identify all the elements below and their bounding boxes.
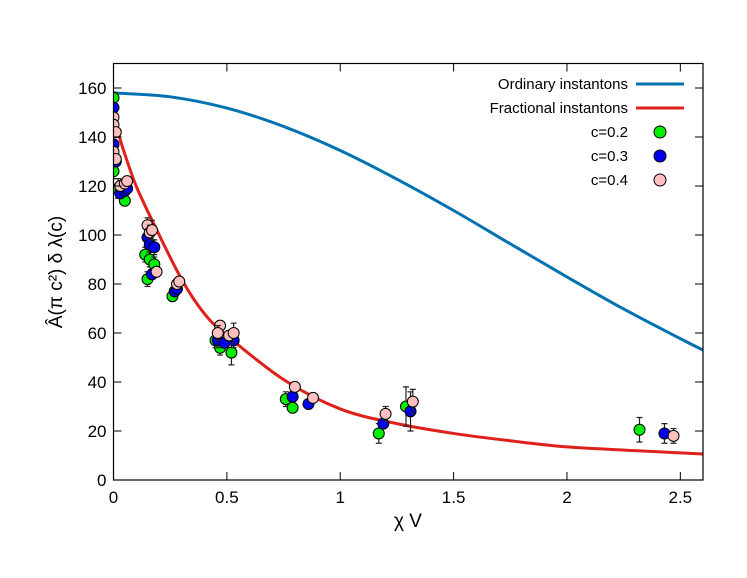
y-tick-label: 100 xyxy=(78,226,106,245)
data-point-c=0.3 xyxy=(148,241,161,254)
data-point-c=0.4 xyxy=(150,265,163,278)
y-tick-label: 160 xyxy=(78,79,106,98)
data-point-c=0.4 xyxy=(227,327,240,339)
data-point-c=0.4 xyxy=(379,407,392,420)
y-tick-label: 140 xyxy=(78,128,106,147)
x-tick-label: 0 xyxy=(109,488,118,507)
data-point-c=0.4 xyxy=(307,391,320,404)
data-point-c=0.4 xyxy=(667,429,680,442)
plot-frame xyxy=(112,62,704,481)
y-tick-label: 80 xyxy=(88,275,107,294)
x-axis-label: χ V xyxy=(394,511,422,532)
data-point-c=0.4 xyxy=(113,153,122,166)
data-point-c=0.2 xyxy=(286,401,299,414)
data-point-c=0.2 xyxy=(113,165,120,178)
data-point-c=0.3 xyxy=(286,390,299,403)
legend-marker xyxy=(653,149,667,163)
data-point-c=0.4 xyxy=(288,380,301,393)
data-point-c=0.2 xyxy=(633,423,646,436)
data-point-c=0.3 xyxy=(404,405,417,418)
curve-ordinary-instantons xyxy=(113,91,703,352)
legend-label: c=0.2 xyxy=(591,124,628,141)
x-tick-label: 2 xyxy=(562,488,571,507)
y-tick-label: 40 xyxy=(88,373,107,392)
legend-label: Ordinary instantons xyxy=(498,76,628,93)
legend-label: c=0.4 xyxy=(591,172,628,189)
data-point-c=0.4 xyxy=(113,126,122,139)
y-axis-label: Â(π c²) δ λ(c) xyxy=(45,216,67,328)
data-point-c=0.2 xyxy=(372,427,385,440)
y-tick-label: 20 xyxy=(88,422,107,441)
data-point-c=0.4 xyxy=(121,175,134,188)
x-tick-label: 0.5 xyxy=(215,488,239,507)
x-tick-label: 1.5 xyxy=(442,488,466,507)
legend-marker xyxy=(653,173,667,187)
data-point-c=0.4 xyxy=(146,224,159,237)
legend: Ordinary instantons Fractional instantons… xyxy=(490,76,684,189)
curve-fractional-instantons xyxy=(113,112,703,456)
data-point-c=0.2 xyxy=(225,346,238,359)
legend-label: Fractional instantons xyxy=(490,100,628,117)
data-point-c=0.4 xyxy=(406,395,419,408)
x-tick-label: 1 xyxy=(335,488,344,507)
data-point-c=0.3 xyxy=(113,101,120,114)
data-point-c=0.4 xyxy=(173,275,186,288)
x-tick-label: 2.5 xyxy=(669,488,693,507)
data-point-c=0.3 xyxy=(377,417,390,430)
plot-area xyxy=(113,91,703,456)
data-point-c=0.4 xyxy=(211,327,224,339)
y-tick-label: 60 xyxy=(88,324,107,343)
data-point-c=0.2 xyxy=(113,91,120,104)
y-tick-label: 120 xyxy=(78,177,106,196)
legend-marker xyxy=(653,125,667,139)
legend-label: c=0.3 xyxy=(591,148,628,165)
y-tick-label: 0 xyxy=(97,471,106,490)
